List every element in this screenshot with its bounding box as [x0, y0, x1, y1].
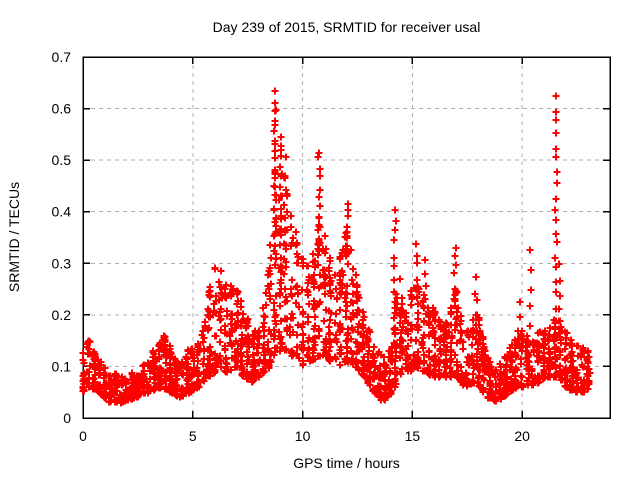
x-tick-label: 5: [189, 428, 197, 444]
x-tick-label: 0: [79, 428, 87, 444]
y-tick-label: 0.3: [52, 255, 72, 271]
y-tick-label: 0: [63, 410, 71, 426]
scatter-points: [79, 87, 594, 407]
y-tick-label: 0.2: [52, 307, 72, 323]
x-tick-label: 20: [514, 428, 530, 444]
chart-title: Day 239 of 2015, SRMTID for receiver usa…: [212, 19, 481, 35]
y-tick-label: 0.1: [52, 358, 72, 374]
y-tick-label: 0.6: [52, 101, 72, 117]
x-axis-label: GPS time / hours: [293, 455, 400, 471]
y-tick-label: 0.5: [52, 152, 72, 168]
y-tick-label: 0.4: [52, 204, 72, 220]
y-tick-label: 0.7: [52, 49, 72, 65]
x-tick-label: 10: [295, 428, 311, 444]
plot-border: [82, 56, 611, 419]
x-tick-label: 15: [405, 428, 421, 444]
